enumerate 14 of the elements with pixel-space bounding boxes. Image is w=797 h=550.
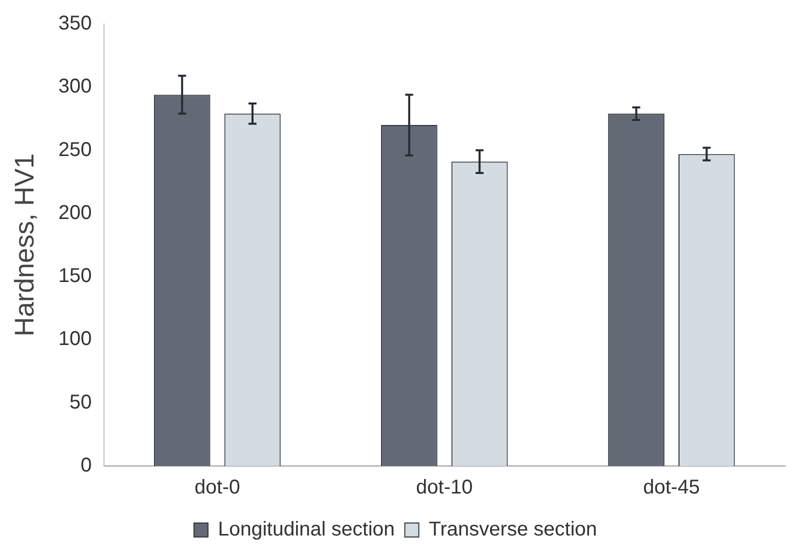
- x-tick-label: dot-0: [194, 476, 240, 499]
- y-tick-label: 200: [58, 202, 92, 224]
- y-tick-label: 250: [58, 138, 92, 161]
- y-tick-label: 150: [58, 265, 92, 288]
- legend-label: Transverse section: [428, 518, 598, 541]
- y-axis-title: Hardness, HV1: [10, 153, 40, 337]
- y-tick-label: 0: [80, 454, 92, 477]
- y-tick-label: 50: [70, 391, 92, 414]
- y-tick-label: 300: [58, 76, 92, 98]
- x-tick-label: dot-45: [643, 476, 700, 499]
- y-tick-label: 350: [58, 12, 92, 35]
- legend-label: Longitudinal section: [218, 518, 395, 541]
- y-tick-label: 100: [58, 328, 92, 350]
- x-tick-label: dot-10: [416, 476, 473, 499]
